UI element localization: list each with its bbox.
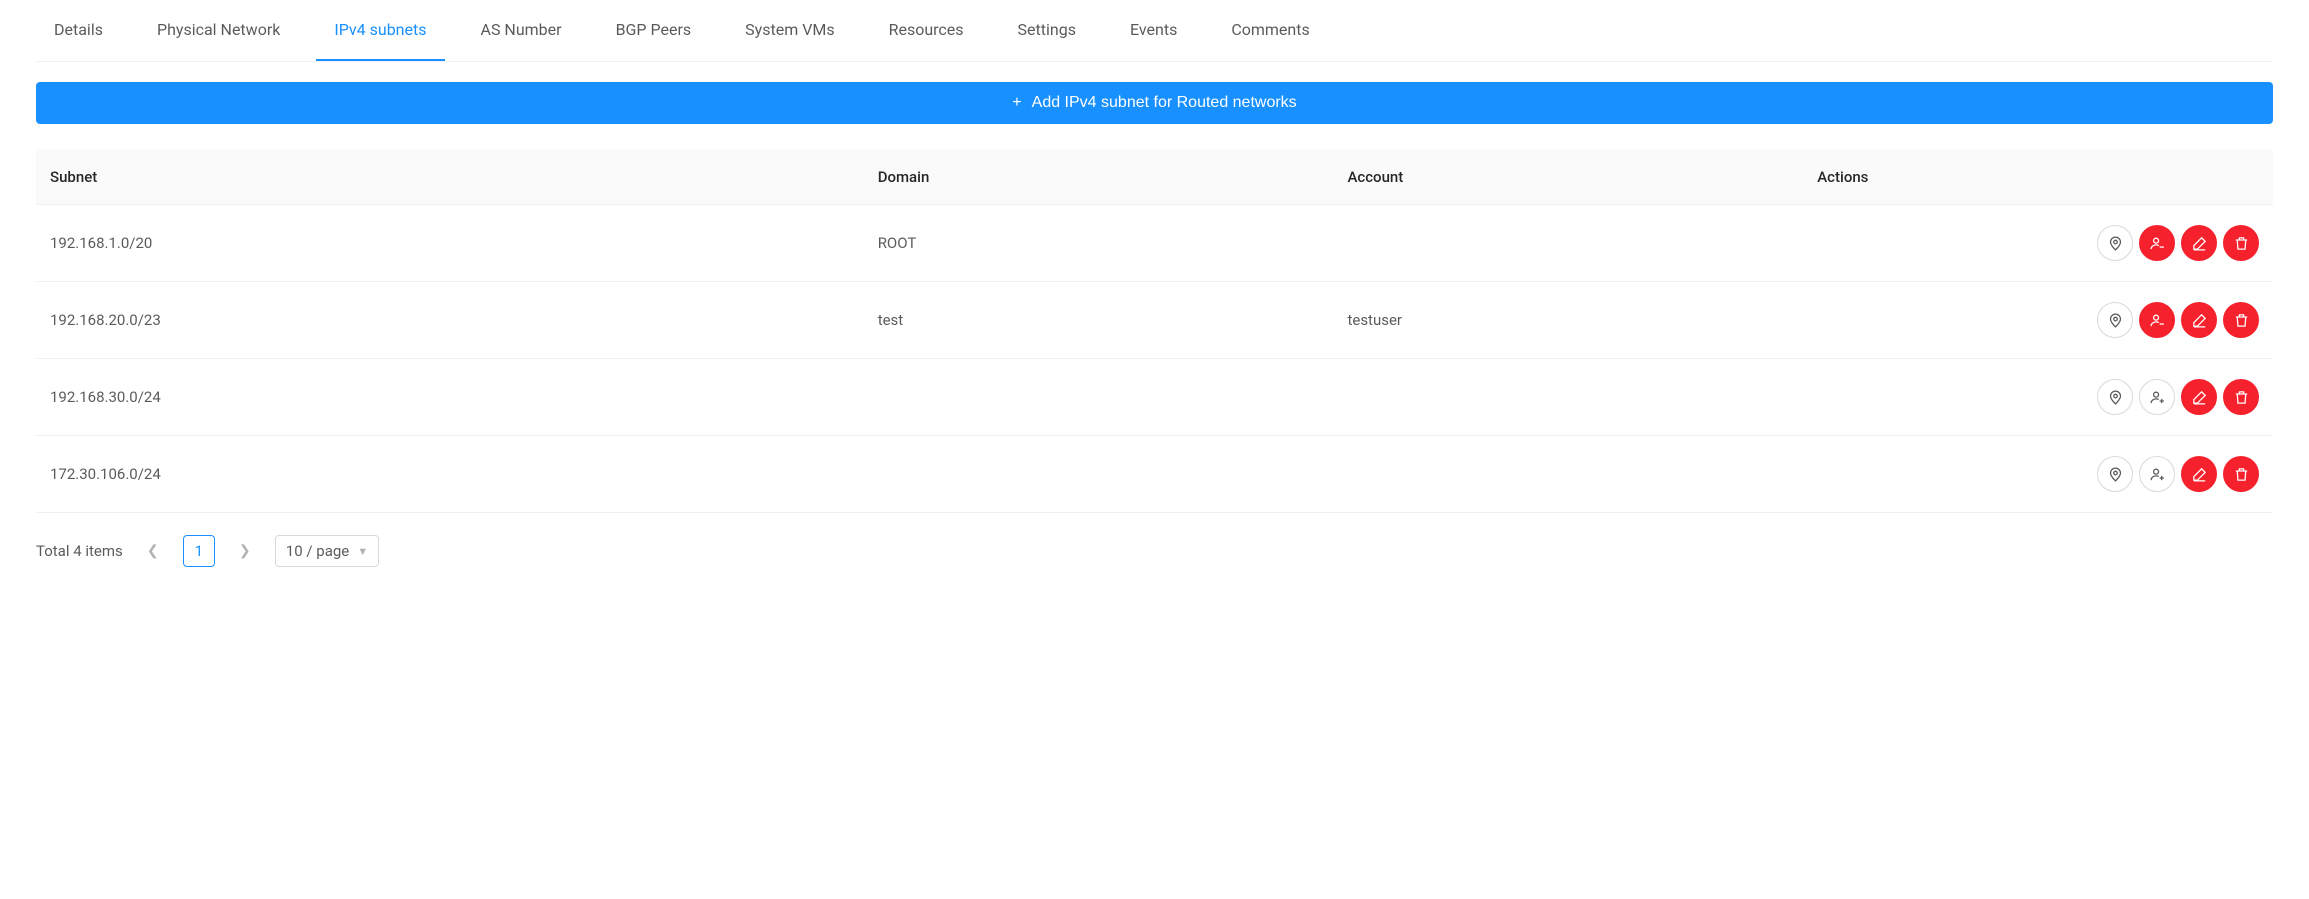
cell-actions [1803,359,2273,436]
edit-button[interactable] [2181,225,2217,261]
add-user-button[interactable] [2139,456,2175,492]
plus-icon: + [1012,95,1021,111]
column-header-actions[interactable]: Actions [1803,150,2273,205]
location-button[interactable] [2097,302,2133,338]
cell-subnet: 192.168.30.0/24 [36,359,864,436]
tabs-bar: Details Physical Network IPv4 subnets AS Nu… [36,0,2273,62]
edit-button[interactable] [2181,379,2217,415]
tab-details[interactable]: Details [36,0,121,61]
tab-bgp-peers[interactable]: BGP Peers [598,0,710,61]
location-icon [2107,235,2124,252]
cell-domain [864,359,1334,436]
location-button[interactable] [2097,379,2133,415]
remove-user-icon [2149,312,2166,329]
tab-resources[interactable]: Resources [871,0,982,61]
cell-account [1333,205,1803,282]
delete-button[interactable] [2223,379,2259,415]
cell-subnet: 192.168.20.0/23 [36,282,864,359]
cell-account [1333,436,1803,513]
edit-icon [2191,466,2208,483]
delete-button[interactable] [2223,225,2259,261]
location-button[interactable] [2097,225,2133,261]
cell-account: testuser [1333,282,1803,359]
remove-user-button[interactable] [2139,225,2175,261]
cell-domain: ROOT [864,205,1334,282]
page-1-button[interactable]: 1 [183,535,215,567]
add-user-icon [2149,389,2166,406]
remove-user-icon [2149,235,2166,252]
cell-account [1333,359,1803,436]
page-size-label: 10 / page [286,542,349,560]
add-user-button[interactable] [2139,379,2175,415]
add-user-icon [2149,466,2166,483]
page-size-select[interactable]: 10 / page ▼ [275,535,379,567]
edit-icon [2191,312,2208,329]
tab-ipv4-subnets[interactable]: IPv4 subnets [316,0,444,61]
location-button[interactable] [2097,456,2133,492]
add-subnet-button[interactable]: + Add IPv4 subnet for Routed networks [36,82,2273,124]
delete-button[interactable] [2223,302,2259,338]
cell-actions [1803,436,2273,513]
delete-icon [2233,235,2250,252]
location-icon [2107,466,2124,483]
column-header-domain[interactable]: Domain [864,150,1334,205]
total-items-label: Total 4 items [36,542,123,560]
table-row: 172.30.106.0/24 [36,436,2273,513]
pagination: Total 4 items ❮ 1 ❯ 10 / page ▼ [36,535,2273,567]
location-icon [2107,389,2124,406]
cell-subnet: 172.30.106.0/24 [36,436,864,513]
table-row: 192.168.20.0/23testtestuser [36,282,2273,359]
column-header-account[interactable]: Account [1333,150,1803,205]
tab-comments[interactable]: Comments [1213,0,1327,61]
edit-icon [2191,389,2208,406]
delete-button[interactable] [2223,456,2259,492]
delete-icon [2233,389,2250,406]
delete-icon [2233,312,2250,329]
tab-settings[interactable]: Settings [1000,0,1094,61]
tab-system-vms[interactable]: System VMs [727,0,852,61]
subnets-tbody: 192.168.1.0/20ROOT192.168.20.0/23testtes… [36,205,2273,513]
delete-icon [2233,466,2250,483]
edit-button[interactable] [2181,302,2217,338]
tab-physical-network[interactable]: Physical Network [139,0,298,61]
cell-domain: test [864,282,1334,359]
cell-actions [1803,205,2273,282]
column-header-subnet[interactable]: Subnet [36,150,864,205]
cell-domain [864,436,1334,513]
table-row: 192.168.30.0/24 [36,359,2273,436]
chevron-down-icon: ▼ [357,545,368,558]
subnets-table: Subnet Domain Account Actions 192.168.1.… [36,150,2273,513]
next-page-button[interactable]: ❯ [229,535,261,567]
edit-icon [2191,235,2208,252]
tab-events[interactable]: Events [1112,0,1195,61]
prev-page-button[interactable]: ❮ [137,535,169,567]
cell-actions [1803,282,2273,359]
cell-subnet: 192.168.1.0/20 [36,205,864,282]
location-icon [2107,312,2124,329]
tab-as-number[interactable]: AS Number [463,0,580,61]
add-subnet-label: Add IPv4 subnet for Routed networks [1032,94,1297,112]
edit-button[interactable] [2181,456,2217,492]
remove-user-button[interactable] [2139,302,2175,338]
table-row: 192.168.1.0/20ROOT [36,205,2273,282]
